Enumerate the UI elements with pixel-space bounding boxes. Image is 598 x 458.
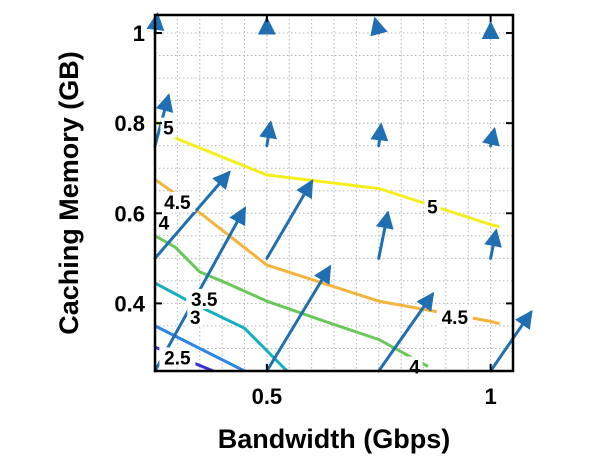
vector-arrow <box>265 179 314 260</box>
contour-label-3: 3 <box>190 308 201 329</box>
contour-label-2.5: 2.5 <box>164 348 191 369</box>
vector-arrow <box>489 309 533 373</box>
vector-arrow <box>482 126 500 148</box>
contour-lines <box>155 119 500 371</box>
contour-label-4.5: 4.5 <box>442 308 469 329</box>
x-tick-label: 0.5 <box>252 384 283 409</box>
contour-label-bg <box>424 196 441 217</box>
contour-line-3 <box>155 324 246 371</box>
vector-arrow <box>370 122 389 148</box>
vector-arrow <box>375 210 394 260</box>
contour-line-5 <box>155 119 500 229</box>
contour-label-5: 5 <box>427 198 438 219</box>
vector-arrow <box>265 264 332 373</box>
contour-label-bg <box>159 347 196 368</box>
contour-label-3.5: 3.5 <box>191 290 218 311</box>
x-tick-label: 1 <box>485 384 497 409</box>
contour-line-3.5 <box>155 281 289 371</box>
contour-label-bg <box>159 192 196 213</box>
contour-label-4.5: 4.5 <box>164 193 191 214</box>
vector-arrow <box>153 170 231 260</box>
y-tick-label: 0.4 <box>114 291 145 316</box>
contour-label-bg <box>187 306 204 327</box>
plot-frame <box>153 13 515 373</box>
vector-arrow <box>259 120 277 148</box>
contour-label-bg <box>160 117 177 138</box>
y-tick-label: 0.6 <box>114 201 145 226</box>
y-tick-label: 0.8 <box>114 111 145 136</box>
y-tick-label: 1 <box>133 21 145 46</box>
contour-label-5: 5 <box>163 119 174 140</box>
contour-label-4: 4 <box>159 213 170 234</box>
vector-arrow <box>377 291 435 373</box>
y-axis-label: Caching Memory (GB) <box>54 51 84 335</box>
contour-label-4: 4 <box>409 357 420 378</box>
x-axis-ticks: 0.5 1 <box>252 15 497 409</box>
contour-label-bg <box>186 288 223 309</box>
contour-line-4 <box>155 234 429 368</box>
vector-arrow <box>484 228 502 260</box>
vector-arrow <box>370 16 388 37</box>
contour-label-bg <box>436 306 473 327</box>
y-axis-ticks: 0.4 0.6 0.8 1 <box>114 21 513 316</box>
x-axis-label: Bandwidth (Gbps) <box>218 424 450 454</box>
contour-label-bg <box>155 212 172 233</box>
vector-field <box>146 12 533 373</box>
